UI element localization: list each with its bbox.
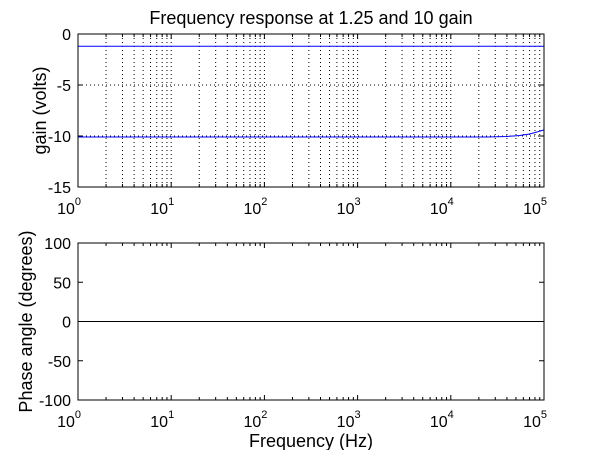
y-tick-label: -10: [48, 129, 71, 146]
x-tick-label: 105: [523, 409, 547, 431]
y-tick-label: -15: [48, 180, 71, 197]
y-tick-label: 50: [53, 275, 71, 292]
x-tick-label: 101: [150, 409, 174, 431]
y-tick-label: 100: [44, 236, 71, 253]
x-tick-label: 100: [57, 409, 81, 431]
plot-area: [78, 34, 544, 187]
x-tick-label: 100: [57, 196, 81, 218]
axes-box: [77, 33, 545, 188]
x-tick-label: 104: [430, 409, 454, 431]
x-tick-label: 101: [150, 196, 174, 218]
x-tick-label: 102: [243, 409, 267, 431]
x-axis-label: Frequency (Hz): [249, 431, 373, 450]
y-axis-label: gain (volts): [30, 66, 50, 154]
y-tick-label: -50: [48, 354, 71, 371]
y-tick-label: -100: [39, 393, 71, 410]
axes-box: [77, 242, 545, 401]
y-tick-label: -5: [57, 78, 71, 95]
series-line-gain-10: [78, 129, 545, 138]
y-axis-label: Phase angle (degrees): [16, 230, 36, 412]
x-tick-label: 103: [337, 409, 361, 431]
x-tick-label: 102: [243, 196, 267, 218]
x-tick-label: 103: [337, 196, 361, 218]
y-tick-label: 0: [62, 315, 71, 332]
y-tick-label: 0: [62, 27, 71, 44]
chart-title: Frequency response at 1.25 and 10 gain: [149, 8, 472, 28]
x-tick-label: 104: [430, 196, 454, 218]
x-tick-label: 105: [523, 196, 547, 218]
